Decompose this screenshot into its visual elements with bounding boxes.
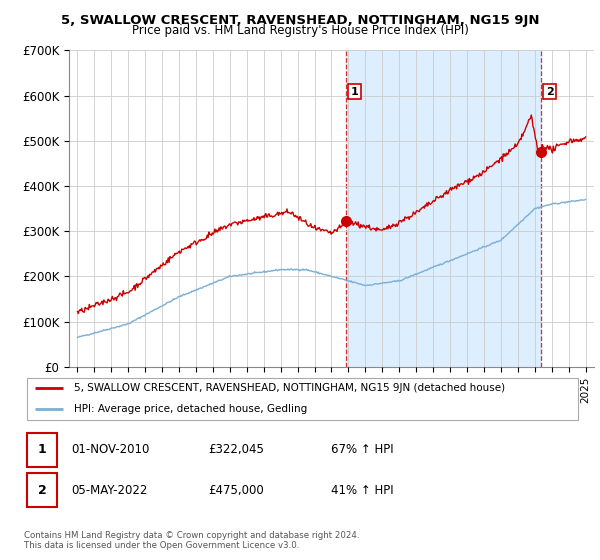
Text: 2: 2 [38,484,47,497]
Text: Price paid vs. HM Land Registry's House Price Index (HPI): Price paid vs. HM Land Registry's House … [131,24,469,37]
Text: 2: 2 [546,87,553,96]
Text: £322,045: £322,045 [208,444,264,456]
Text: £475,000: £475,000 [208,484,264,497]
Text: 05-MAY-2022: 05-MAY-2022 [71,484,148,497]
FancyBboxPatch shape [27,473,58,507]
Text: 41% ↑ HPI: 41% ↑ HPI [331,484,394,497]
Text: 5, SWALLOW CRESCENT, RAVENSHEAD, NOTTINGHAM, NG15 9JN: 5, SWALLOW CRESCENT, RAVENSHEAD, NOTTING… [61,14,539,27]
FancyBboxPatch shape [27,433,58,467]
Text: 1: 1 [38,444,47,456]
Text: 5, SWALLOW CRESCENT, RAVENSHEAD, NOTTINGHAM, NG15 9JN (detached house): 5, SWALLOW CRESCENT, RAVENSHEAD, NOTTING… [74,383,505,393]
FancyBboxPatch shape [27,377,578,421]
Text: 1: 1 [350,87,358,96]
Text: Contains HM Land Registry data © Crown copyright and database right 2024.
This d: Contains HM Land Registry data © Crown c… [24,531,359,550]
Text: HPI: Average price, detached house, Gedling: HPI: Average price, detached house, Gedl… [74,404,307,414]
Text: 67% ↑ HPI: 67% ↑ HPI [331,444,394,456]
Bar [346,50,541,367]
Text: 01-NOV-2010: 01-NOV-2010 [71,444,150,456]
